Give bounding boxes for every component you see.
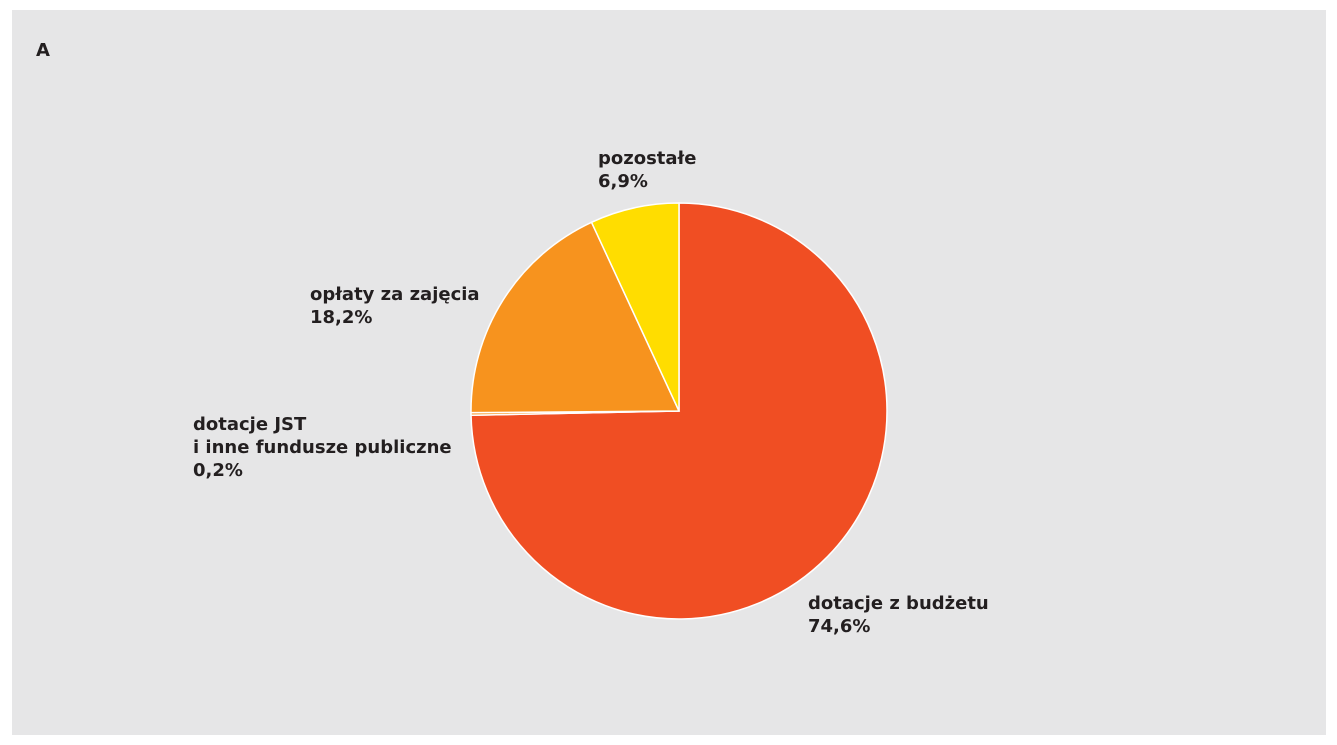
slice-value-3: 6,9% <box>598 171 648 192</box>
slice-name-3: pozostałe <box>598 148 696 169</box>
pie-slice-3 <box>590 202 680 412</box>
slice-label-2: opłaty za zajęcia 18,2% <box>310 284 480 328</box>
panel-letter: A <box>36 40 50 61</box>
slice-name-2: opłaty za zajęcia <box>310 284 480 305</box>
slice-label-3: pozostałe 6,9% <box>598 148 696 192</box>
slice-value-0: 74,6% <box>808 616 870 637</box>
pie-slice-2 <box>470 221 681 414</box>
pie-slice-0 <box>470 202 888 620</box>
slice-label-0: dotacje z budżetu 74,6% <box>808 593 989 637</box>
slice-name-0: dotacje z budżetu <box>808 593 989 614</box>
slice-value-2: 18,2% <box>310 307 372 328</box>
slice-value-1: 0,2% <box>193 460 243 481</box>
slice-name-1: dotacje JST <box>193 414 307 435</box>
slice-label-1: dotacje JST i inne fundusze publiczne 0,2% <box>193 414 452 481</box>
slice-name-1: i inne fundusze publiczne <box>193 437 452 458</box>
